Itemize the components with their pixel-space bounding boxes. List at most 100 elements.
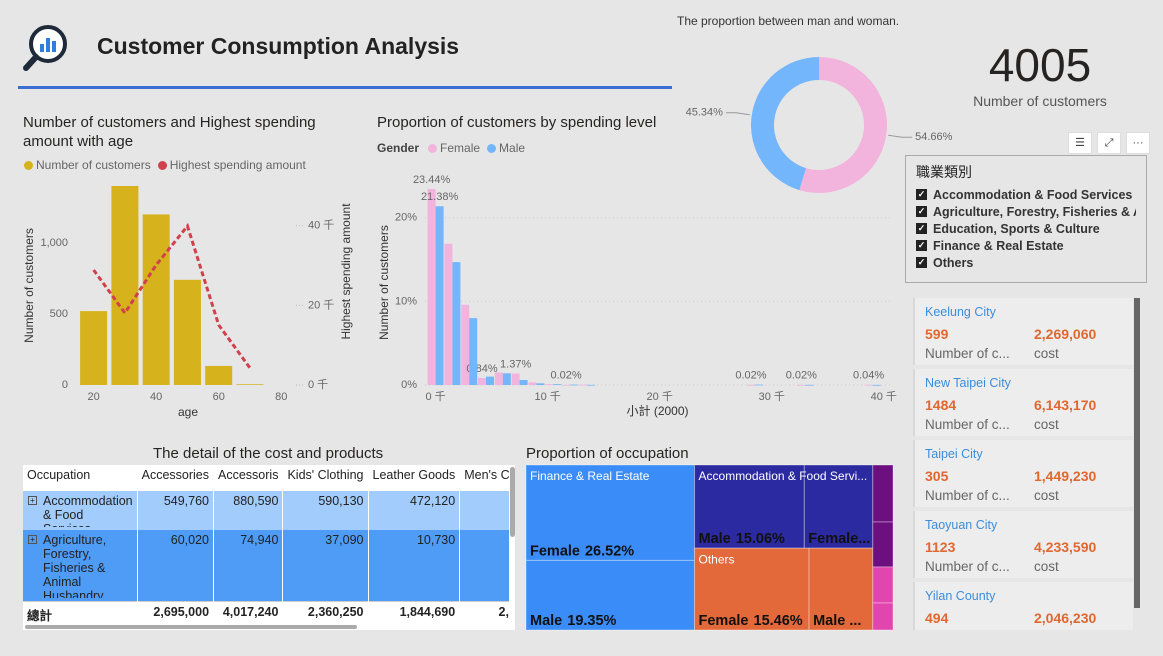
x-tick-label: 20 (88, 391, 100, 403)
expand-icon[interactable]: + (28, 496, 37, 505)
city-card: Taoyuan City 1123 4,233,590 Number of c... c… (913, 511, 1133, 578)
leaf-name: Male (699, 531, 731, 547)
city-card: Keelung City 599 2,269,060 Number of c... co… (913, 298, 1133, 365)
bar (205, 365, 233, 385)
header-row: Occupation Accessories Accessoris Kids' Clo… (23, 465, 509, 491)
column-header[interactable]: Occupation (23, 465, 138, 491)
row-header: + Accommodation & Food Services (23, 491, 138, 530)
title-underline (18, 86, 672, 89)
cell-text: 472,120 (410, 494, 456, 508)
bar (754, 384, 763, 386)
column-header[interactable]: Accessoris (213, 465, 284, 491)
bar (562, 384, 571, 386)
x-tick-label: 30 千 (759, 390, 785, 403)
cell: 62 (459, 491, 510, 530)
column-header[interactable]: Men's Clot (459, 465, 509, 491)
data-label: 0.04% (853, 370, 884, 382)
bar (80, 311, 108, 385)
focus-icon[interactable]: ⤢ (1097, 132, 1121, 154)
checkbox[interactable]: ✓ (916, 223, 927, 234)
leaf-label: Female 15.46% (699, 613, 803, 629)
slicer-item[interactable]: ✓ Agriculture, Forestry, Fisheries & A... (916, 203, 1136, 220)
slicer-item-label: Agriculture, Forestry, Fisheries & A... (933, 204, 1136, 219)
cards-scrollbar[interactable] (1134, 298, 1140, 608)
data-table: Occupation Accessories Accessoris Kids' Clo… (23, 465, 509, 625)
city-cost: 6,143,170 (1034, 397, 1097, 413)
treemap-leaf (525, 559, 696, 631)
y2-tick-label: 0 千 (308, 378, 328, 391)
slicer-item-label: Finance & Real Estate (933, 238, 1064, 253)
kpi-value: 4005 (988, 39, 1092, 91)
leaf-label: Female 26.52% (530, 543, 634, 559)
data-label: 23.44% (413, 174, 451, 186)
legend-swatch (24, 160, 33, 170)
leaf-value: 15.46% (754, 613, 803, 629)
column-header[interactable]: Accessories (137, 465, 215, 491)
bar (427, 189, 436, 385)
total-cell: 1,844,690 (368, 601, 461, 625)
cell: 880,590 (213, 491, 284, 530)
bar (236, 384, 264, 385)
leaf-label: Female... (808, 531, 870, 547)
city-count: 305 (925, 468, 949, 484)
expand-icon[interactable]: + (28, 535, 37, 544)
slicer-item[interactable]: ✓ Finance & Real Estate (916, 237, 1136, 254)
bar (586, 384, 595, 386)
leader-line (725, 112, 750, 116)
bar (536, 383, 545, 385)
bar (545, 384, 554, 385)
city-cost: 1,449,230 (1034, 468, 1097, 484)
y-tick-label: 0 (62, 379, 68, 391)
city-count: 599 (925, 326, 949, 342)
y2-axis-label: Highest spending amount (339, 203, 353, 340)
leaf-name: Male (530, 613, 562, 629)
v-scrollbar[interactable] (510, 467, 515, 537)
bar (469, 318, 478, 385)
bar (173, 279, 201, 385)
x-tick-label: 60 (213, 391, 225, 403)
legend-label: Highest spending amount (169, 158, 306, 172)
total-cell: 4,017,240 (213, 601, 284, 625)
city-count: 1123 (925, 539, 956, 555)
cell: 549,760 (137, 491, 215, 530)
checkbox[interactable]: ✓ (916, 240, 927, 251)
checkbox[interactable]: ✓ (916, 189, 927, 200)
total-cell: 總計 (23, 601, 138, 625)
y-axis-label: Number of customers (22, 228, 36, 343)
cell: 60,020 (137, 530, 215, 602)
y-tick-label: 1,000 (40, 237, 68, 249)
city-name: Keelung City (925, 305, 996, 319)
bar (494, 372, 503, 385)
column-header[interactable]: Kids' Clothing (282, 465, 369, 491)
city-card: New Taipei City 1484 6,143,170 Number of c.… (913, 369, 1133, 436)
kpi-label: Number of customers (973, 93, 1107, 109)
h-scrollbar[interactable] (25, 625, 357, 629)
slicer-item[interactable]: ✓ Others (916, 254, 1136, 271)
city-name: Yilan County (925, 589, 996, 603)
x-tick-label: 20 千 (647, 390, 673, 403)
table-row: + Accommodation & Food Services 549,760 880… (23, 491, 509, 530)
leaf-name: Male ... (813, 613, 861, 629)
bar (872, 384, 881, 386)
slicer-item[interactable]: ✓ Accommodation & Food Services (916, 186, 1136, 203)
bar (864, 384, 873, 386)
checkbox[interactable]: ✓ (916, 206, 927, 217)
slicer-item[interactable]: ✓ Education, Sports & Culture (916, 220, 1136, 237)
leaf-value: 19.35% (567, 613, 616, 629)
more-icon[interactable]: ··· (1126, 132, 1150, 154)
cost-label: cost (1034, 417, 1059, 432)
cell-text: 62 (464, 494, 510, 508)
cell-text: 74,940 (240, 533, 279, 547)
treemap-leaf (872, 464, 894, 523)
bar (502, 373, 511, 385)
filter-icon[interactable]: ☰ (1068, 132, 1092, 154)
bar (528, 382, 537, 385)
y2-tick-label: 20 千 (308, 298, 334, 311)
count-label: Number of c... (925, 417, 1010, 432)
leaf-label: Male 15.06% (699, 531, 786, 547)
data-label: 0.02% (786, 370, 817, 382)
leaf-name: Female (530, 543, 580, 559)
checkbox[interactable]: ✓ (916, 257, 927, 268)
column-header[interactable]: Leather Goods (368, 465, 461, 491)
